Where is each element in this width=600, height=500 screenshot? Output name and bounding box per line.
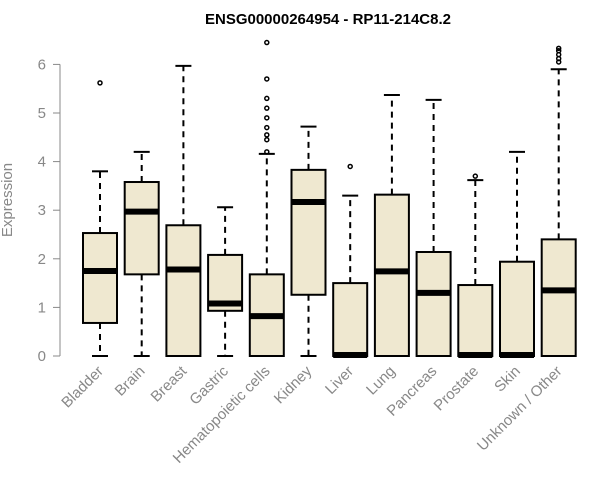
box-iqr <box>373 193 410 357</box>
outlier-point <box>472 173 479 179</box>
x-category-label: Breast <box>148 362 191 405</box>
x-category-label: Lung <box>363 363 399 399</box>
chart-title: ENSG00000264954 - RP11-214C8.2 <box>205 11 451 28</box>
x-category-label: Bladder <box>58 363 107 412</box>
y-tick-label: 3 <box>38 202 46 219</box>
box-iqr <box>540 238 577 357</box>
box-group <box>332 163 369 359</box>
box-iqr <box>457 284 494 358</box>
x-category-label: Prostate <box>431 363 483 415</box>
outlier-point <box>264 132 270 138</box>
box-group <box>123 150 160 357</box>
y-tick-label: 5 <box>38 105 46 122</box>
outlier-point <box>264 124 270 131</box>
box-iqr <box>332 282 369 358</box>
y-tick-label: 1 <box>38 299 46 316</box>
y-tick-label: 2 <box>38 251 46 268</box>
outlier-point <box>264 115 270 121</box>
x-category-label: Brain <box>112 363 149 400</box>
box-iqr <box>499 260 535 357</box>
outlier-point <box>264 149 270 155</box>
box-group <box>248 39 285 357</box>
box-group <box>82 80 118 357</box>
box-group <box>373 94 410 357</box>
x-category-label: Kidney <box>271 362 316 407</box>
outlier-point <box>264 76 270 82</box>
box-group <box>415 98 452 357</box>
box-iqr <box>290 168 327 296</box>
y-axis: 0 1 2 3 4 5 6 <box>38 56 61 365</box>
y-axis-label: Expression <box>0 163 16 237</box>
outlier-point <box>264 39 270 46</box>
box-group <box>165 64 202 357</box>
y-tick-label: 6 <box>38 56 46 73</box>
box-iqr <box>82 232 118 324</box>
y-tick-label: 0 <box>38 348 46 365</box>
outlier-point <box>264 105 270 111</box>
box-group <box>290 125 327 357</box>
y-tick-label: 4 <box>38 154 46 171</box>
x-category-label: Liver <box>322 363 357 398</box>
box-group <box>457 173 494 359</box>
outlier-point <box>555 48 562 54</box>
outlier-point <box>264 136 270 143</box>
box-iqr <box>165 224 202 357</box>
x-category-label: Skin <box>491 363 524 396</box>
box-group <box>499 150 535 359</box>
box-series <box>82 39 577 359</box>
outlier-point <box>264 95 270 102</box>
box-iqr <box>415 250 452 357</box>
outlier-point <box>347 163 353 170</box>
outlier-point <box>555 45 562 52</box>
box-group <box>540 45 577 357</box>
outlier-point <box>97 80 103 86</box>
box-iqr <box>123 181 160 276</box>
box-group <box>207 206 244 357</box>
